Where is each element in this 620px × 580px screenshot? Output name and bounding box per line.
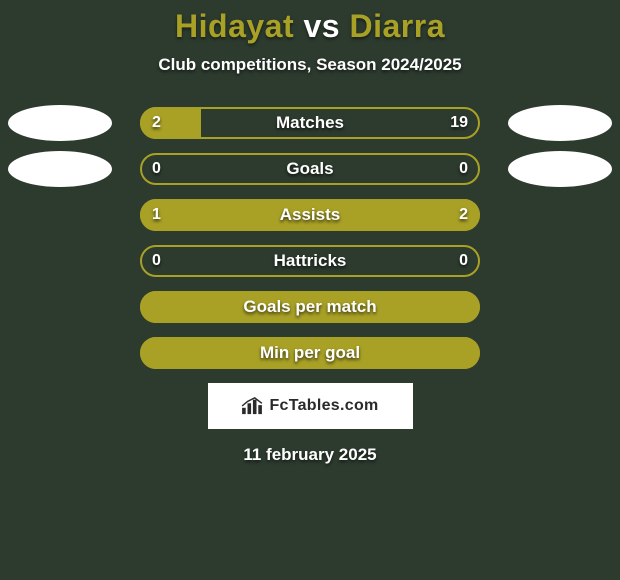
subtitle: Club competitions, Season 2024/2025 <box>0 55 620 75</box>
stat-bar <box>140 245 480 277</box>
page-title: Hidayat vs Diarra <box>0 0 620 45</box>
stat-bar <box>140 199 480 231</box>
stat-value-right: 19 <box>450 107 468 139</box>
team-logo-left <box>8 105 112 141</box>
brand-text: FcTables.com <box>269 397 378 415</box>
stat-value-right: 2 <box>459 199 468 231</box>
brand-badge: FcTables.com <box>208 383 413 429</box>
bar-chart-icon <box>241 397 263 415</box>
stat-bar-fill <box>140 107 201 139</box>
stat-bar-fill <box>140 291 480 323</box>
stat-row: Goals per match <box>0 291 620 323</box>
stat-value-left: 1 <box>152 199 161 231</box>
player-left-name: Hidayat <box>175 8 294 44</box>
stat-row: 00Hattricks <box>0 245 620 277</box>
stat-value-right: 0 <box>459 245 468 277</box>
stat-bar-fill <box>140 199 480 231</box>
stat-row: 12Assists <box>0 199 620 231</box>
stat-bar <box>140 337 480 369</box>
stats-container: 219Matches00Goals12Assists00HattricksGoa… <box>0 107 620 369</box>
stat-value-right: 0 <box>459 153 468 185</box>
date-label: 11 february 2025 <box>0 445 620 465</box>
stat-bar-fill <box>140 337 480 369</box>
stat-bar <box>140 107 480 139</box>
team-logo-right <box>508 105 612 141</box>
stat-row: Min per goal <box>0 337 620 369</box>
stat-row: 00Goals <box>0 153 620 185</box>
stat-value-left: 2 <box>152 107 161 139</box>
stat-bar <box>140 291 480 323</box>
stat-value-left: 0 <box>152 153 161 185</box>
team-logo-left <box>8 151 112 187</box>
stat-bar <box>140 153 480 185</box>
stat-row: 219Matches <box>0 107 620 139</box>
team-logo-right <box>508 151 612 187</box>
vs-separator: vs <box>304 8 341 44</box>
player-right-name: Diarra <box>349 8 445 44</box>
comparison-card: Hidayat vs Diarra Club competitions, Sea… <box>0 0 620 580</box>
stat-value-left: 0 <box>152 245 161 277</box>
